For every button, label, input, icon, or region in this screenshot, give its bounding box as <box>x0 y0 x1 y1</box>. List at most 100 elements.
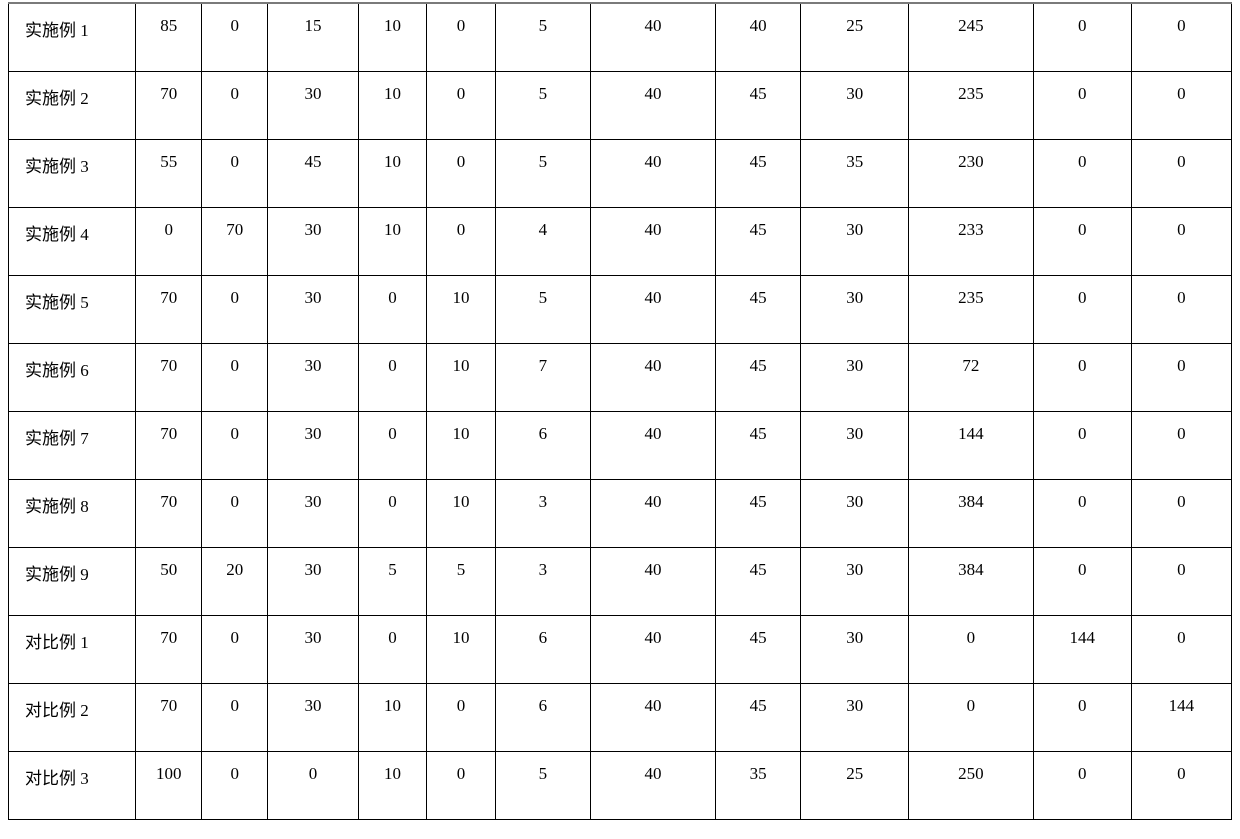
cell: 0 <box>909 684 1034 752</box>
cell: 233 <box>909 208 1034 276</box>
cell: 40 <box>591 616 716 684</box>
cell: 20 <box>202 548 268 616</box>
cell: 0 <box>1033 412 1131 480</box>
cell: 40 <box>591 276 716 344</box>
cell: 45 <box>268 140 359 208</box>
row-label: 实施例 6 <box>9 344 136 412</box>
cell: 5 <box>495 752 590 820</box>
cell: 55 <box>136 140 202 208</box>
cell: 40 <box>591 752 716 820</box>
cell: 0 <box>358 480 426 548</box>
cell: 30 <box>268 344 359 412</box>
cell: 0 <box>1131 344 1231 412</box>
table-row: 实施例 7 70 0 30 0 10 6 40 45 30 144 0 0 <box>9 412 1232 480</box>
cell: 30 <box>268 276 359 344</box>
cell: 245 <box>909 3 1034 72</box>
cell: 5 <box>495 72 590 140</box>
cell: 0 <box>1033 684 1131 752</box>
table-row: 实施例 9 50 20 30 5 5 3 40 45 30 384 0 0 <box>9 548 1232 616</box>
cell: 6 <box>495 412 590 480</box>
row-label: 实施例 3 <box>9 140 136 208</box>
cell: 0 <box>202 276 268 344</box>
cell: 0 <box>1131 140 1231 208</box>
cell: 0 <box>202 344 268 412</box>
cell: 70 <box>136 344 202 412</box>
cell: 0 <box>358 412 426 480</box>
cell: 0 <box>202 412 268 480</box>
data-table: 实施例 1 85 0 15 10 0 5 40 40 25 245 0 0 实施… <box>8 2 1232 820</box>
cell: 235 <box>909 72 1034 140</box>
cell: 0 <box>1131 616 1231 684</box>
cell: 0 <box>1033 276 1131 344</box>
cell: 45 <box>715 684 801 752</box>
cell: 0 <box>202 480 268 548</box>
cell: 0 <box>202 72 268 140</box>
cell: 230 <box>909 140 1034 208</box>
cell: 40 <box>591 480 716 548</box>
cell: 10 <box>427 480 495 548</box>
cell: 0 <box>427 140 495 208</box>
cell: 0 <box>1033 548 1131 616</box>
cell: 0 <box>427 684 495 752</box>
cell: 100 <box>136 752 202 820</box>
cell: 70 <box>136 616 202 684</box>
cell: 50 <box>136 548 202 616</box>
cell: 0 <box>1131 276 1231 344</box>
cell: 30 <box>268 412 359 480</box>
cell: 70 <box>202 208 268 276</box>
cell: 30 <box>801 72 909 140</box>
cell: 70 <box>136 72 202 140</box>
cell: 70 <box>136 276 202 344</box>
cell: 40 <box>591 548 716 616</box>
cell: 0 <box>427 3 495 72</box>
row-label: 实施例 1 <box>9 3 136 72</box>
row-label: 对比例 1 <box>9 616 136 684</box>
row-label: 实施例 8 <box>9 480 136 548</box>
cell: 0 <box>427 208 495 276</box>
cell: 0 <box>1131 208 1231 276</box>
cell: 0 <box>1131 412 1231 480</box>
row-label: 对比例 2 <box>9 684 136 752</box>
cell: 45 <box>715 276 801 344</box>
cell: 30 <box>268 208 359 276</box>
table-row: 实施例 4 0 70 30 10 0 4 40 45 30 233 0 0 <box>9 208 1232 276</box>
cell: 0 <box>1131 3 1231 72</box>
cell: 5 <box>495 276 590 344</box>
cell: 384 <box>909 548 1034 616</box>
row-label: 实施例 9 <box>9 548 136 616</box>
cell: 10 <box>358 684 426 752</box>
cell: 0 <box>268 752 359 820</box>
cell: 0 <box>1131 548 1231 616</box>
cell: 40 <box>591 344 716 412</box>
cell: 7 <box>495 344 590 412</box>
cell: 0 <box>1131 72 1231 140</box>
cell: 15 <box>268 3 359 72</box>
cell: 0 <box>427 72 495 140</box>
cell: 45 <box>715 208 801 276</box>
cell: 70 <box>136 412 202 480</box>
table-row: 对比例 2 70 0 30 10 0 6 40 45 30 0 0 144 <box>9 684 1232 752</box>
table-row: 实施例 3 55 0 45 10 0 5 40 45 35 230 0 0 <box>9 140 1232 208</box>
cell: 30 <box>268 480 359 548</box>
cell: 70 <box>136 684 202 752</box>
cell: 30 <box>801 616 909 684</box>
cell: 0 <box>358 344 426 412</box>
row-label: 对比例 3 <box>9 752 136 820</box>
cell: 30 <box>801 208 909 276</box>
cell: 40 <box>591 140 716 208</box>
cell: 45 <box>715 548 801 616</box>
cell: 5 <box>495 3 590 72</box>
cell: 40 <box>591 412 716 480</box>
cell: 0 <box>202 140 268 208</box>
cell: 5 <box>495 140 590 208</box>
cell: 40 <box>591 3 716 72</box>
cell: 10 <box>358 3 426 72</box>
cell: 30 <box>801 480 909 548</box>
cell: 0 <box>136 208 202 276</box>
cell: 10 <box>358 752 426 820</box>
cell: 384 <box>909 480 1034 548</box>
cell: 30 <box>268 684 359 752</box>
cell: 40 <box>715 3 801 72</box>
cell: 45 <box>715 480 801 548</box>
cell: 5 <box>427 548 495 616</box>
